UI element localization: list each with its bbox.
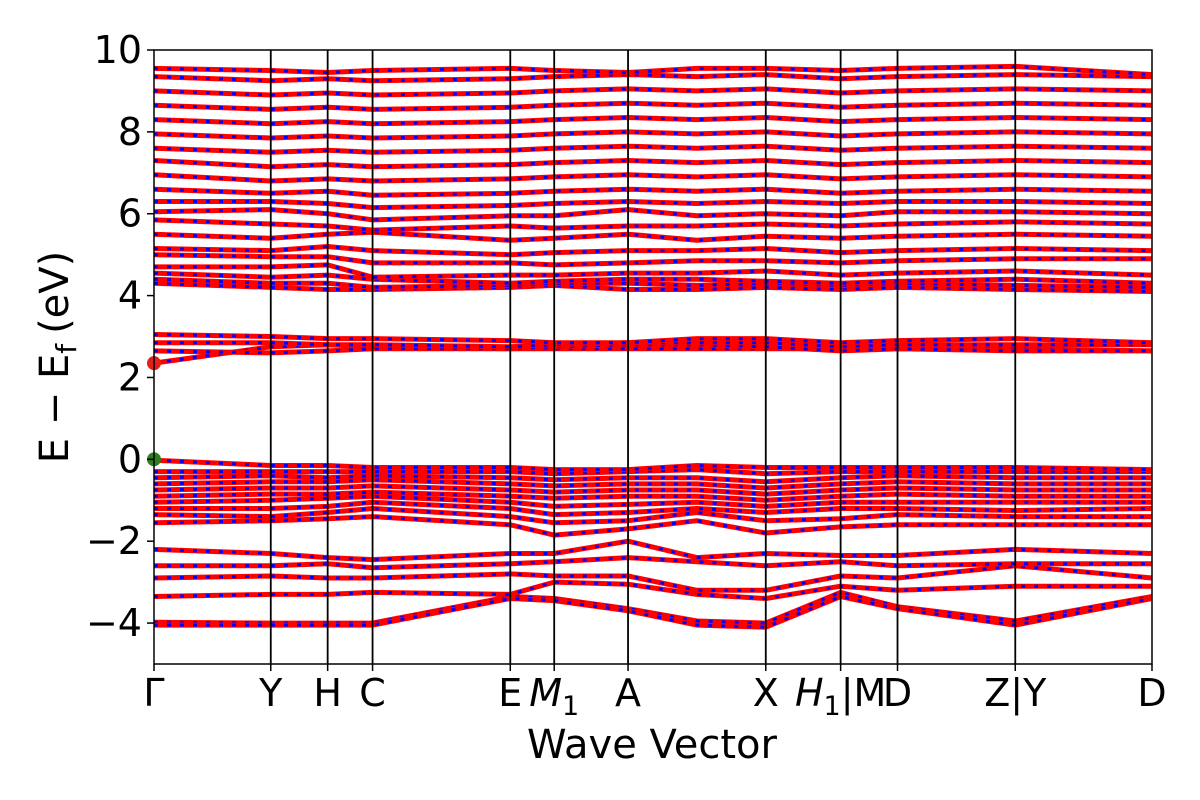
y-tick-label-0: −4 [86, 601, 142, 645]
x-axis-label: Wave Vector [527, 722, 778, 768]
x-tick-label-8: H1|M [795, 671, 886, 722]
band-line-28 [153, 207, 1153, 223]
y-ticks: −4 −2 0 2 4 6 8 10 [86, 28, 154, 645]
x-tick-label-11: D [1137, 671, 1166, 715]
y-axis-label: E − Ef (eV) [32, 251, 83, 464]
y-tick-label-5: 6 [118, 192, 142, 236]
y-tick-label-2: 0 [118, 437, 142, 481]
x-tick-label-1: Y [258, 671, 283, 715]
y-axis-label-unit: (eV) [32, 251, 78, 334]
x-tick-label-0: Γ [143, 671, 164, 715]
bands-layer [153, 63, 1153, 630]
x-tick-label-7: X [753, 671, 779, 715]
band-line-4 [154, 555, 1152, 571]
y-axis-label-main: E − E [32, 354, 78, 464]
x-tick-label-5: M1 [529, 671, 579, 722]
x-tick-label-3: C [359, 671, 386, 715]
y-tick-label-6: 8 [118, 110, 142, 154]
x-tick-label-4: E [498, 671, 522, 715]
x-tick-label-9: D [883, 671, 912, 715]
band-line-26 [153, 229, 1153, 243]
y-tick-label-3: 2 [118, 355, 142, 399]
x-ticks: Γ Y H C E M1 A X H1|MD Z|Y D [143, 664, 1167, 722]
y-tick-label-7: 10 [94, 28, 142, 72]
y-tick-label-1: −2 [86, 519, 142, 563]
x-tick-label-10: Z|Y [984, 671, 1047, 716]
y-tick-label-4: 4 [118, 274, 142, 318]
plot-frame [153, 49, 1153, 665]
band-line-25 [153, 244, 1153, 258]
kpoint-lines [269, 50, 1017, 664]
y-axis-label-subscript: f [50, 343, 83, 354]
x-tick-label-2: H [313, 671, 342, 715]
band-line-2 [153, 579, 1152, 601]
x-tick-label-6: A [615, 671, 641, 715]
